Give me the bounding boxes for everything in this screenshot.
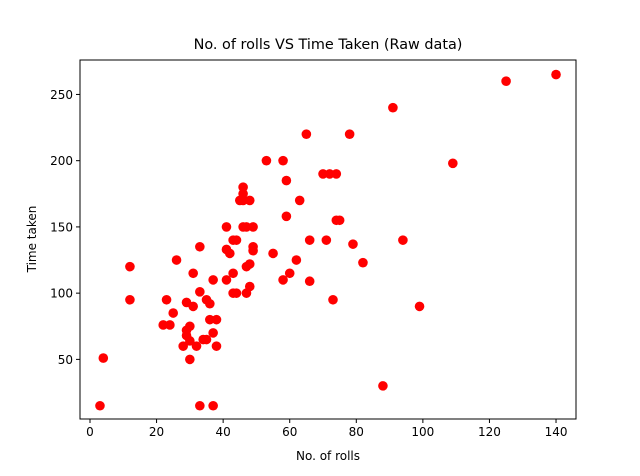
data-point: [318, 169, 328, 179]
y-tick-label: 200: [50, 154, 73, 168]
data-point: [211, 341, 222, 351]
data-point: [231, 288, 242, 298]
y-tick-label: 100: [50, 287, 73, 301]
data-point: [225, 248, 235, 259]
x-axis-label: No. of rolls: [296, 449, 360, 463]
data-point: [208, 400, 218, 411]
data-point: [301, 129, 312, 139]
data-point: [358, 257, 368, 268]
data-point: [98, 353, 109, 363]
data-point: [171, 255, 182, 265]
data-point: [551, 69, 561, 80]
data-point: [501, 76, 511, 86]
data-point: [165, 320, 175, 330]
y-axis-label: Time taken: [25, 206, 39, 274]
data-point: [348, 239, 358, 249]
data-point: [278, 155, 288, 166]
data-point: [261, 155, 272, 166]
data-point: [228, 268, 238, 279]
data-point: [284, 268, 295, 279]
y-tick-label: 250: [50, 88, 73, 102]
data-point: [388, 102, 398, 113]
data-point: [398, 235, 408, 245]
x-tick-label: 120: [478, 425, 501, 439]
data-point: [414, 301, 425, 312]
data-point: [188, 301, 198, 312]
data-point: [248, 245, 258, 256]
data-point: [291, 255, 302, 265]
data-point: [161, 294, 172, 305]
x-tick-label: 0: [86, 425, 94, 439]
y-tick-label: 50: [58, 353, 73, 367]
x-tick-label: 60: [282, 425, 297, 439]
data-point: [328, 294, 338, 305]
data-point: [378, 381, 388, 391]
chart-title: No. of rolls VS Time Taken (Raw data): [194, 37, 463, 53]
data-point: [238, 189, 248, 199]
data-point: [188, 268, 198, 279]
data-point: [324, 169, 335, 179]
data-point: [281, 211, 292, 222]
data-point: [158, 320, 169, 330]
data-point: [208, 275, 218, 285]
x-tick-label: 140: [545, 425, 568, 439]
data-point: [185, 354, 195, 365]
data-point: [331, 169, 342, 179]
data-point: [195, 400, 205, 411]
data-point: [248, 222, 258, 232]
data-point: [334, 215, 345, 226]
data-point: [125, 261, 135, 272]
data-point: [195, 241, 205, 252]
data-point: [205, 298, 215, 309]
data-point: [211, 314, 222, 325]
data-point: [201, 334, 212, 345]
data-point: [244, 195, 255, 206]
data-point: [244, 259, 255, 269]
data-point: [208, 328, 218, 338]
data-points-layer: [95, 69, 561, 411]
data-point: [195, 287, 205, 297]
data-point: [238, 182, 248, 192]
x-tick-label: 20: [149, 425, 164, 439]
y-tick-label: 150: [50, 220, 73, 234]
data-point: [221, 222, 232, 232]
axes-layer: 0 20 40 60 80 100 120 140 50 100 150 200 250: [50, 59, 577, 439]
data-point: [244, 281, 255, 292]
data-point: [321, 235, 332, 245]
x-tick-label: 100: [411, 425, 434, 439]
data-point: [205, 314, 215, 325]
data-point: [185, 321, 195, 332]
data-point: [241, 222, 252, 232]
data-point: [268, 248, 278, 259]
data-point: [185, 336, 195, 346]
plot-frame: [79, 59, 577, 420]
data-point: [191, 341, 202, 351]
data-point: [178, 341, 188, 351]
data-point: [231, 235, 242, 245]
data-point: [168, 308, 179, 318]
data-point: [294, 195, 305, 206]
data-point: [344, 129, 355, 139]
data-point: [221, 275, 232, 285]
data-point: [448, 158, 458, 169]
data-point: [238, 195, 248, 206]
data-point: [304, 235, 315, 245]
data-point: [281, 175, 292, 186]
data-point: [304, 276, 315, 287]
data-point: [278, 275, 288, 285]
data-point: [95, 400, 105, 411]
x-tick-label: 40: [216, 425, 231, 439]
data-point: [125, 294, 135, 305]
x-tick-label: 80: [349, 425, 364, 439]
